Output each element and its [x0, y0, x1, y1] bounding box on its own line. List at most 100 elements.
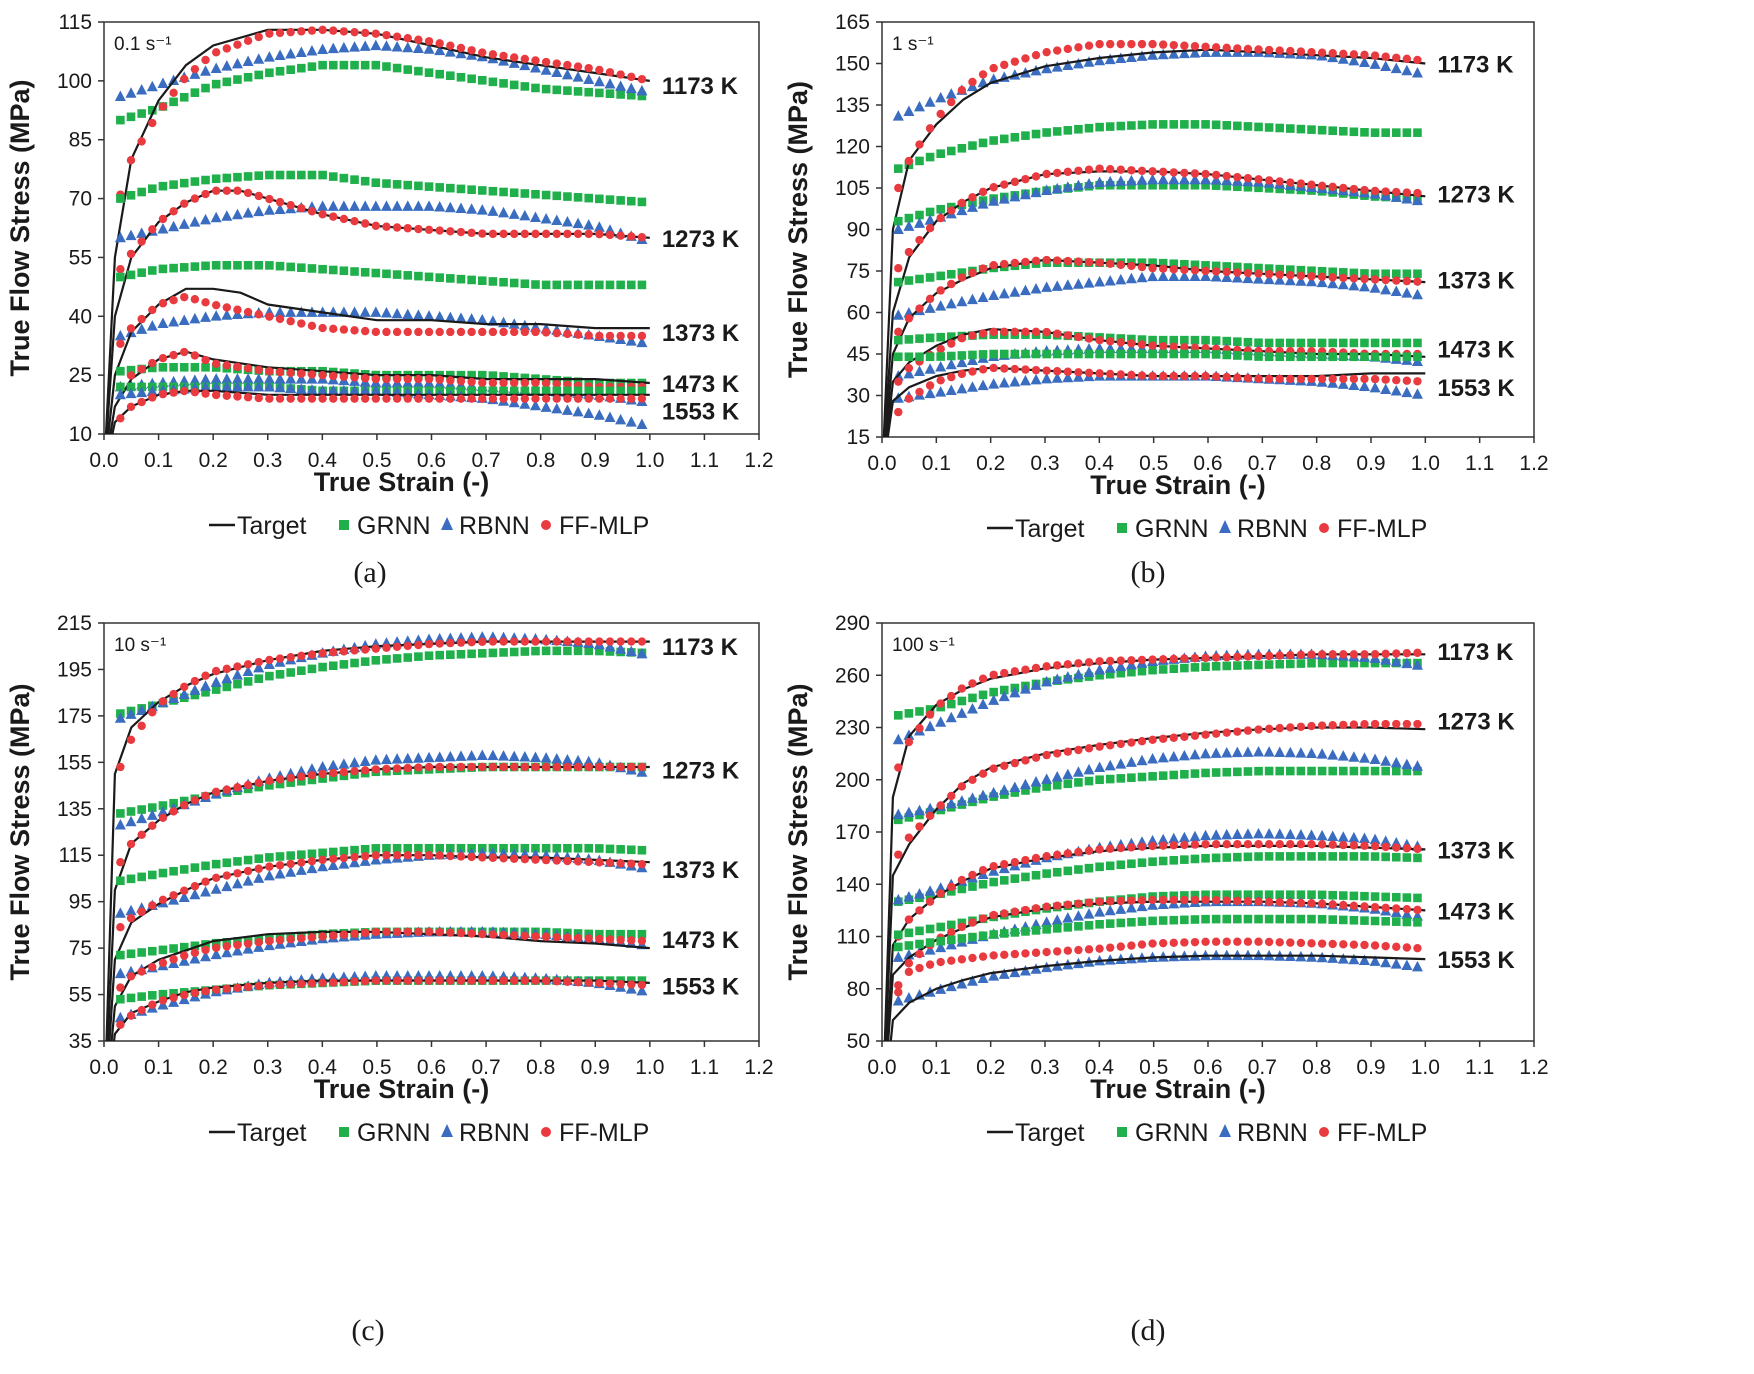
grnn-point [1137, 917, 1147, 926]
ffmlp-point [531, 855, 540, 864]
grnn-point [1233, 121, 1242, 131]
legend-grnn-label: GRNN [357, 1119, 431, 1147]
rbnn-point [114, 90, 126, 102]
ffmlp-point [339, 977, 349, 987]
grnn-point [1338, 766, 1348, 776]
grnn-point [116, 382, 125, 392]
y-tick-label: 150 [835, 53, 870, 76]
temperature-label: 1473 K [662, 927, 740, 954]
rbnn-point [157, 805, 169, 817]
rbnn-point [966, 975, 978, 986]
rbnn-point [966, 201, 978, 212]
ffmlp-point [222, 942, 232, 951]
rbnn-point [274, 306, 286, 317]
ffmlp-point [1106, 844, 1115, 853]
grnn-point [488, 386, 498, 396]
rbnn-point [1083, 277, 1095, 288]
grnn-point [318, 60, 327, 70]
ffmlp-point [222, 44, 232, 53]
ffmlp-point [488, 853, 498, 863]
x-axis-label: True Strain (-) [314, 467, 490, 497]
grnn-point [584, 87, 593, 97]
rbnn-point [498, 750, 510, 761]
ffmlp-point [1317, 181, 1327, 190]
grnn-point [1349, 891, 1359, 901]
grnn-point [1328, 852, 1337, 861]
ffmlp-point [297, 651, 306, 661]
ffmlp-point [1000, 327, 1009, 337]
ffmlp-point [414, 763, 423, 772]
ffmlp-point [211, 873, 221, 883]
ffmlp-point [1116, 739, 1125, 749]
temperature-label: 1373 K [662, 320, 740, 347]
grnn-point [297, 63, 306, 73]
rbnn-point [1200, 270, 1212, 282]
ffmlp-point [339, 372, 349, 381]
rbnn-point [1072, 57, 1084, 69]
ffmlp-point [414, 851, 423, 860]
rbnn-point [200, 213, 212, 225]
rbnn-point [412, 42, 424, 54]
ffmlp-point [392, 327, 402, 337]
legend: Target GRNN RBNN FF-MLP [209, 512, 649, 540]
ffmlp-point [957, 86, 967, 95]
rbnn-point [423, 43, 435, 54]
rbnn-point [253, 205, 265, 217]
rbnn-point [924, 214, 936, 225]
grnn-point [371, 60, 381, 70]
y-tick-label: 230 [835, 717, 870, 740]
grnn-point [925, 938, 935, 947]
ffmlp-point [1127, 166, 1136, 175]
rbnn-point [1083, 56, 1095, 67]
grnn-point [1370, 338, 1380, 348]
rbnn-point [242, 380, 254, 392]
grnn-point [1095, 862, 1104, 872]
ffmlp-point [360, 766, 370, 775]
ffmlp-point [1021, 665, 1030, 674]
grnn-point [179, 263, 189, 272]
x-tick-label: 0.5 [1139, 1056, 1168, 1079]
grnn-point [1211, 350, 1221, 359]
rbnn-point [1358, 954, 1370, 965]
grnn-point [1307, 890, 1316, 899]
grnn-point [904, 709, 914, 718]
ffmlp-point [616, 637, 625, 646]
grnn-point [275, 170, 285, 180]
rbnn-point [935, 360, 947, 372]
ffmlp-point [307, 771, 317, 780]
ffmlp-point [1127, 339, 1136, 348]
grnn-point [137, 268, 146, 277]
grnn-point [968, 882, 977, 891]
y-tick-label: 50 [847, 1030, 870, 1053]
grnn-point [936, 149, 945, 158]
ffmlp-point [307, 979, 317, 988]
x-tick-label: 1.1 [1465, 452, 1494, 475]
ffmlp-point [1106, 369, 1115, 379]
grnn-point [286, 262, 295, 272]
y-axis-label: True Flow Stress (MPa) [5, 683, 35, 980]
grnn-point [520, 843, 530, 853]
grnn-point [1127, 334, 1136, 344]
rbnn-point [1263, 827, 1275, 839]
ffmlp-point [371, 644, 381, 653]
ffmlp-point [1402, 904, 1412, 914]
ffmlp-point [392, 927, 402, 937]
grnn-point [1201, 261, 1210, 270]
ffmlp-point [1180, 895, 1189, 905]
grnn-point [414, 271, 423, 281]
ffmlp-point [446, 394, 455, 403]
grnn-point [1084, 123, 1094, 133]
ffmlp-point [978, 914, 988, 923]
ffmlp-point [116, 265, 125, 274]
ffmlp-point [1063, 849, 1073, 858]
rbnn-point [583, 73, 595, 84]
ffmlp-point [201, 877, 210, 886]
ffmlp-point [1360, 274, 1369, 284]
grnn-point [957, 268, 967, 277]
ffmlp-point [1211, 653, 1221, 662]
grnn-point [1148, 349, 1157, 359]
ffmlp-point [541, 762, 551, 772]
rbnn-point [529, 751, 541, 762]
rbnn-point [178, 891, 190, 902]
rbnn-point [1411, 288, 1423, 300]
